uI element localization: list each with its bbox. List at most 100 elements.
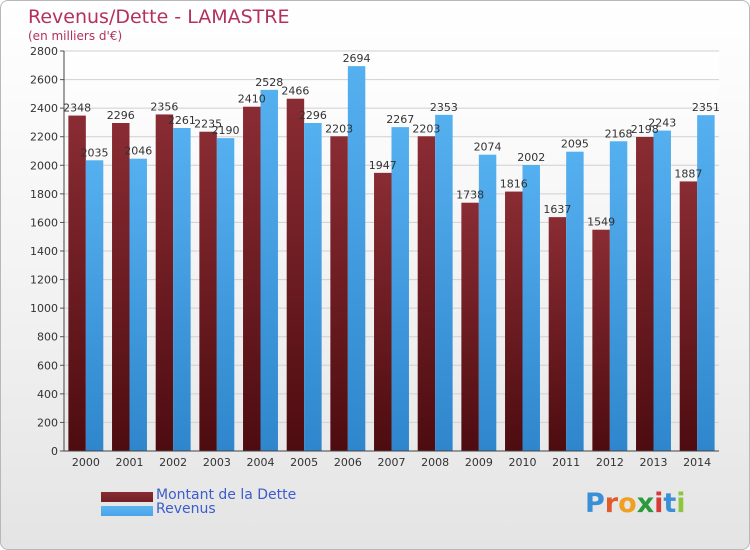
data-label-revenus: 2351: [692, 101, 720, 114]
data-label-revenus: 2035: [81, 146, 109, 159]
y-tick-label: 1600: [30, 216, 58, 229]
bar-revenus: [391, 127, 409, 452]
bar-dette: [243, 106, 261, 451]
data-label-dette: 2466: [281, 85, 309, 98]
y-tick-label: 2800: [30, 45, 58, 58]
data-label-dette: 1947: [369, 159, 397, 172]
data-label-revenus: 2296: [299, 109, 327, 122]
bar-dette: [155, 114, 174, 451]
x-tick-label: 2005: [290, 456, 318, 469]
x-tick-label: 2014: [683, 456, 711, 469]
logo-letter: P: [585, 488, 605, 519]
proxiti-logo: Proxiti: [585, 488, 686, 519]
bar-dette: [112, 123, 130, 451]
x-tick-label: 2009: [465, 456, 493, 469]
data-label-revenus: 2243: [648, 117, 676, 130]
y-tick-label: 0: [51, 445, 58, 458]
x-tick-label: 2000: [72, 456, 100, 469]
data-label-dette: 2235: [194, 118, 222, 131]
y-tick-label: 2000: [30, 159, 58, 172]
data-label-dette: 2296: [107, 109, 135, 122]
x-tick-label: 2006: [334, 456, 362, 469]
x-tick-label: 2010: [509, 456, 537, 469]
data-label-dette: 2198: [631, 123, 659, 136]
legend-label-revenus: Revenus: [156, 501, 216, 517]
bar-revenus: [522, 165, 540, 451]
x-tick-label: 2007: [378, 456, 406, 469]
data-label-revenus: 2267: [386, 113, 414, 126]
data-label-dette: 1887: [674, 167, 702, 180]
bar-revenus: [347, 66, 366, 452]
data-label-revenus: 2074: [474, 141, 502, 154]
data-label-dette: 2348: [63, 102, 91, 115]
x-tick-label: 2004: [247, 456, 275, 469]
bar-revenus: [304, 123, 322, 451]
bar-dette: [68, 115, 86, 452]
bar-dette: [417, 136, 436, 452]
bar-dette: [679, 181, 698, 451]
data-label-revenus: 2190: [212, 124, 240, 137]
y-tick-label: 1200: [30, 274, 58, 287]
bar-dette: [286, 98, 305, 451]
data-label-revenus: 2694: [343, 52, 371, 65]
data-label-dette: 1738: [456, 189, 484, 202]
y-tick-label: 2400: [30, 102, 58, 115]
bar-revenus: [129, 158, 147, 451]
y-tick-label: 1400: [30, 245, 58, 258]
bar-dette: [374, 172, 392, 451]
logo-letter: t: [663, 488, 677, 519]
data-label-dette: 2203: [412, 122, 440, 135]
bar-dette: [548, 217, 567, 451]
bar-revenus: [216, 138, 235, 451]
data-label-dette: 1816: [500, 178, 528, 191]
bar-revenus: [566, 151, 584, 451]
legend-label-dette: Montant de la Dette: [156, 487, 297, 503]
y-tick-label: 2600: [30, 74, 58, 87]
x-tick-label: 2002: [159, 456, 187, 469]
bar-revenus: [260, 89, 278, 451]
x-tick-label: 2012: [596, 456, 624, 469]
bar-revenus: [653, 130, 671, 452]
data-label-revenus: 2002: [517, 151, 545, 164]
data-label-dette: 1549: [587, 216, 615, 229]
y-tick-label: 1000: [30, 302, 58, 315]
x-tick-label: 2013: [640, 456, 668, 469]
legend-swatch-revenus: [101, 506, 153, 516]
logo-letter: o: [618, 488, 637, 519]
bar-dette: [636, 137, 654, 451]
x-tick-label: 2008: [421, 456, 449, 469]
y-tick-label: 200: [37, 416, 58, 429]
chart-subtitle: (en milliers d'€): [28, 29, 123, 43]
chart-title: Revenus/Dette - LAMASTRE: [28, 6, 290, 28]
data-label-revenus: 2261: [168, 114, 196, 127]
data-label-revenus: 2168: [605, 127, 633, 140]
bar-revenus: [478, 154, 497, 451]
x-tick-label: 2001: [116, 456, 144, 469]
bar-dette: [505, 191, 523, 452]
data-label-dette: 1637: [543, 203, 571, 216]
y-tick-label: 600: [37, 359, 58, 372]
logo-letter: i: [676, 488, 686, 519]
data-label-dette: 2410: [238, 93, 266, 106]
bar-revenus: [173, 128, 191, 451]
bar-dette: [199, 131, 217, 451]
data-label-revenus: 2353: [430, 101, 458, 114]
bar-dette: [330, 136, 348, 452]
x-tick-label: 2003: [203, 456, 231, 469]
data-label-revenus: 2528: [255, 76, 283, 89]
y-tick-label: 400: [37, 388, 58, 401]
y-tick-label: 1800: [30, 188, 58, 201]
bar-revenus: [609, 141, 628, 452]
bar-revenus: [697, 115, 715, 452]
bar-revenus: [85, 160, 104, 452]
logo-letter: i: [654, 488, 664, 519]
x-tick-label: 2011: [552, 456, 580, 469]
bar-dette: [592, 229, 610, 451]
data-label-revenus: 2046: [124, 145, 152, 158]
logo-letter: x: [636, 488, 655, 519]
y-tick-label: 2200: [30, 131, 58, 144]
data-label-dette: 2203: [325, 122, 353, 135]
logo-letter: r: [604, 488, 619, 519]
